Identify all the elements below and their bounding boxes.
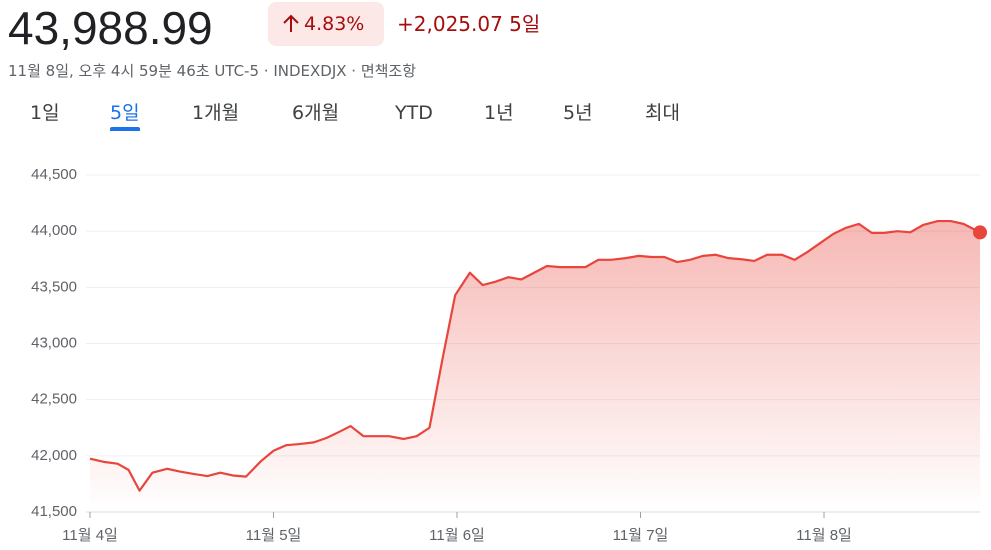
percent-badge: 4.83% — [268, 2, 384, 46]
line — [89, 219, 981, 492]
subtitle: 11월 8일, 오후 4시 59분 46초 UTC-5 · INDEXDJX ·… — [8, 62, 417, 80]
up-arrow — [283, 14, 299, 32]
percent: 4.83% — [304, 13, 365, 35]
area — [90, 221, 980, 512]
tab[interactable]: 5일 — [110, 102, 140, 124]
tab[interactable]: 1일 — [30, 102, 60, 124]
tab[interactable]: 1년 — [484, 102, 514, 124]
tab[interactable]: 최대 — [645, 102, 680, 124]
x-tick-label: 11월 8일 — [796, 527, 852, 544]
tab[interactable]: YTD — [395, 102, 433, 124]
y-tick-label: 43,500 — [31, 278, 77, 295]
change: +2,025.07 5일 — [397, 12, 541, 36]
x-tick-label: 11월 6일 — [429, 527, 485, 544]
x-tick-label: 11월 4일 — [62, 527, 118, 544]
tab[interactable]: 6개월 — [292, 102, 340, 124]
y-tick-label: 44,000 — [31, 222, 77, 239]
tab-underline — [110, 127, 140, 131]
y-tick-label: 42,500 — [31, 391, 77, 408]
price: 43,988.99 — [8, 2, 213, 54]
x-tick-label: 11월 5일 — [246, 527, 302, 544]
tab[interactable]: 5년 — [563, 102, 593, 124]
tab[interactable]: 1개월 — [192, 102, 240, 124]
y-tick-label: 44,500 — [31, 166, 77, 183]
y-tick-label: 41,500 — [31, 503, 77, 520]
last-point — [973, 225, 987, 240]
y-tick-label: 43,000 — [31, 334, 77, 351]
y-tick-label: 42,000 — [31, 447, 77, 464]
x-tick-label: 11월 7일 — [613, 527, 669, 544]
